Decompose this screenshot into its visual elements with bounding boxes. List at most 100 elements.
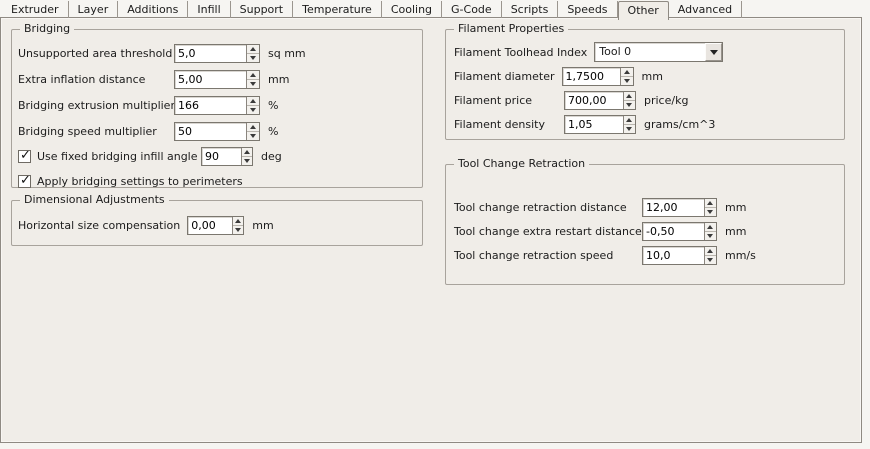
tool-change-retraction-group: Tool Change Retraction Tool change retra…: [445, 157, 845, 285]
filament-price-input[interactable]: [565, 91, 623, 109]
bridging-group: Bridging Unsupported area threshold sq m…: [11, 22, 423, 188]
filament-toolhead-index-dropdown[interactable]: Tool 0: [594, 42, 724, 62]
horizontal-size-compensation-unit: mm: [252, 218, 274, 232]
tab-temperature[interactable]: Temperature: [293, 1, 382, 18]
unsupported-area-threshold-unit: sq mm: [268, 46, 306, 60]
extra-inflation-distance-spinbox: [174, 69, 260, 89]
other-tab-pane: Bridging Unsupported area threshold sq m…: [0, 17, 862, 443]
apply-bridging-perimeters-label: Apply bridging settings to perimeters: [37, 174, 243, 188]
bridging-extrusion-multiplier-label: Bridging extrusion multiplier: [18, 98, 175, 112]
filament-diameter-label: Filament diameter: [454, 69, 555, 83]
spinner-buttons: [622, 115, 635, 133]
tool-change-retraction-speed-input[interactable]: [643, 246, 704, 264]
spinner-buttons: [246, 44, 259, 62]
fixed-bridging-angle-input[interactable]: [202, 147, 241, 165]
dropdown-button[interactable]: [705, 43, 723, 61]
spinner-buttons: [246, 122, 259, 140]
spin-down-button[interactable]: [705, 256, 716, 264]
bridging-group-title: Bridging: [20, 22, 75, 36]
spinner-buttons: [703, 222, 716, 240]
spin-up-button[interactable]: [704, 199, 716, 208]
spin-up-button[interactable]: [623, 116, 635, 125]
tool-change-retraction-speed-spinbox: [642, 245, 717, 265]
extra-inflation-distance-input[interactable]: [175, 70, 247, 88]
spin-up-button[interactable]: [247, 97, 259, 106]
extra-inflation-distance-label: Extra inflation distance: [18, 72, 146, 86]
spin-up-button[interactable]: [623, 92, 635, 101]
fixed-bridging-angle-unit: deg: [261, 149, 282, 163]
spin-up-button[interactable]: [241, 148, 252, 157]
spinner-buttons: [246, 96, 259, 114]
spin-down-button[interactable]: [624, 125, 635, 133]
tool-change-retraction-group-title: Tool Change Retraction: [454, 157, 590, 171]
arrow-up-icon: [707, 248, 714, 253]
tab-speeds[interactable]: Speeds: [558, 1, 618, 18]
tool-change-extra-restart-distance-input[interactable]: [643, 222, 704, 240]
arrow-down-icon: [234, 227, 241, 232]
spinner-buttons: [240, 147, 252, 165]
bridging-speed-multiplier-row: Bridging speed multiplier %: [18, 118, 422, 144]
tab-layer[interactable]: Layer: [69, 1, 119, 18]
spin-up-button[interactable]: [704, 247, 716, 256]
spin-down-button[interactable]: [247, 80, 259, 88]
unsupported-area-threshold-input[interactable]: [175, 44, 247, 62]
tool-change-extra-restart-distance-unit: mm: [725, 224, 747, 238]
tool-change-retraction-speed-unit: mm/s: [725, 248, 756, 262]
arrow-up-icon: [250, 98, 257, 103]
tool-change-retraction-speed-label: Tool change retraction speed: [454, 248, 614, 262]
spin-down-button[interactable]: [247, 54, 259, 62]
tab-support[interactable]: Support: [231, 1, 294, 18]
spin-up-button[interactable]: [232, 217, 244, 226]
arrow-up-icon: [250, 124, 257, 129]
spin-down-button[interactable]: [247, 106, 259, 114]
spin-down-button[interactable]: [624, 101, 635, 109]
spin-up-button[interactable]: [247, 123, 259, 132]
tab-gcode[interactable]: G-Code: [442, 1, 502, 18]
unsupported-area-threshold-spinbox: [174, 43, 260, 63]
tab-other[interactable]: Other: [617, 1, 669, 20]
spin-down-button[interactable]: [233, 226, 244, 234]
bridging-speed-multiplier-spinbox: [174, 121, 260, 141]
tool-change-extra-restart-distance-spinbox: [642, 221, 717, 241]
tab-infill[interactable]: Infill: [188, 1, 231, 18]
bridging-extrusion-multiplier-row: Bridging extrusion multiplier %: [18, 92, 422, 118]
spinner-buttons: [231, 216, 244, 234]
spinner-buttons: [620, 67, 633, 85]
arrow-up-icon: [626, 117, 633, 122]
tool-change-retraction-distance-input[interactable]: [643, 198, 704, 216]
tool-change-retraction-speed-row: Tool change retraction speed mm/s: [454, 243, 844, 267]
tab-scripts[interactable]: Scripts: [502, 1, 559, 18]
spin-down-button[interactable]: [621, 77, 632, 85]
arrow-up-icon: [623, 69, 630, 74]
horizontal-size-compensation-input[interactable]: [188, 216, 232, 234]
tab-extruder[interactable]: Extruder: [2, 1, 69, 18]
bridging-speed-multiplier-input[interactable]: [175, 122, 247, 140]
filament-price-row: Filament price price/kg: [454, 88, 844, 112]
tab-additions[interactable]: Additions: [118, 1, 189, 18]
filament-toolhead-index-label: Filament Toolhead Index: [454, 45, 588, 59]
tool-change-retraction-distance-spinbox: [642, 197, 717, 217]
arrow-up-icon: [626, 93, 633, 98]
spin-up-button[interactable]: [247, 71, 259, 80]
tab-cooling[interactable]: Cooling: [382, 1, 443, 18]
filament-density-input[interactable]: [565, 115, 623, 133]
arrow-up-icon: [243, 149, 250, 154]
fixed-bridging-angle-row: Use fixed bridging infill angle deg: [18, 144, 422, 168]
filament-diameter-input[interactable]: [562, 67, 621, 85]
filament-density-unit: grams/cm^3: [644, 117, 716, 131]
bridging-extrusion-multiplier-input[interactable]: [175, 96, 247, 114]
filament-diameter-spinbox: [561, 66, 634, 86]
arrow-up-icon: [707, 224, 714, 229]
apply-bridging-perimeters-checkbox[interactable]: [18, 173, 31, 188]
spin-up-button[interactable]: [247, 45, 259, 54]
tab-advanced[interactable]: Advanced: [669, 1, 743, 18]
spin-down-button[interactable]: [705, 232, 716, 240]
spin-down-button[interactable]: [705, 208, 716, 216]
spin-up-button[interactable]: [621, 68, 633, 77]
spin-down-button[interactable]: [242, 157, 252, 165]
spin-up-button[interactable]: [704, 223, 716, 232]
fixed-bridging-angle-checkbox[interactable]: [18, 148, 31, 163]
arrow-down-icon: [626, 102, 633, 107]
spin-down-button[interactable]: [247, 132, 259, 140]
arrow-up-icon: [250, 46, 257, 51]
